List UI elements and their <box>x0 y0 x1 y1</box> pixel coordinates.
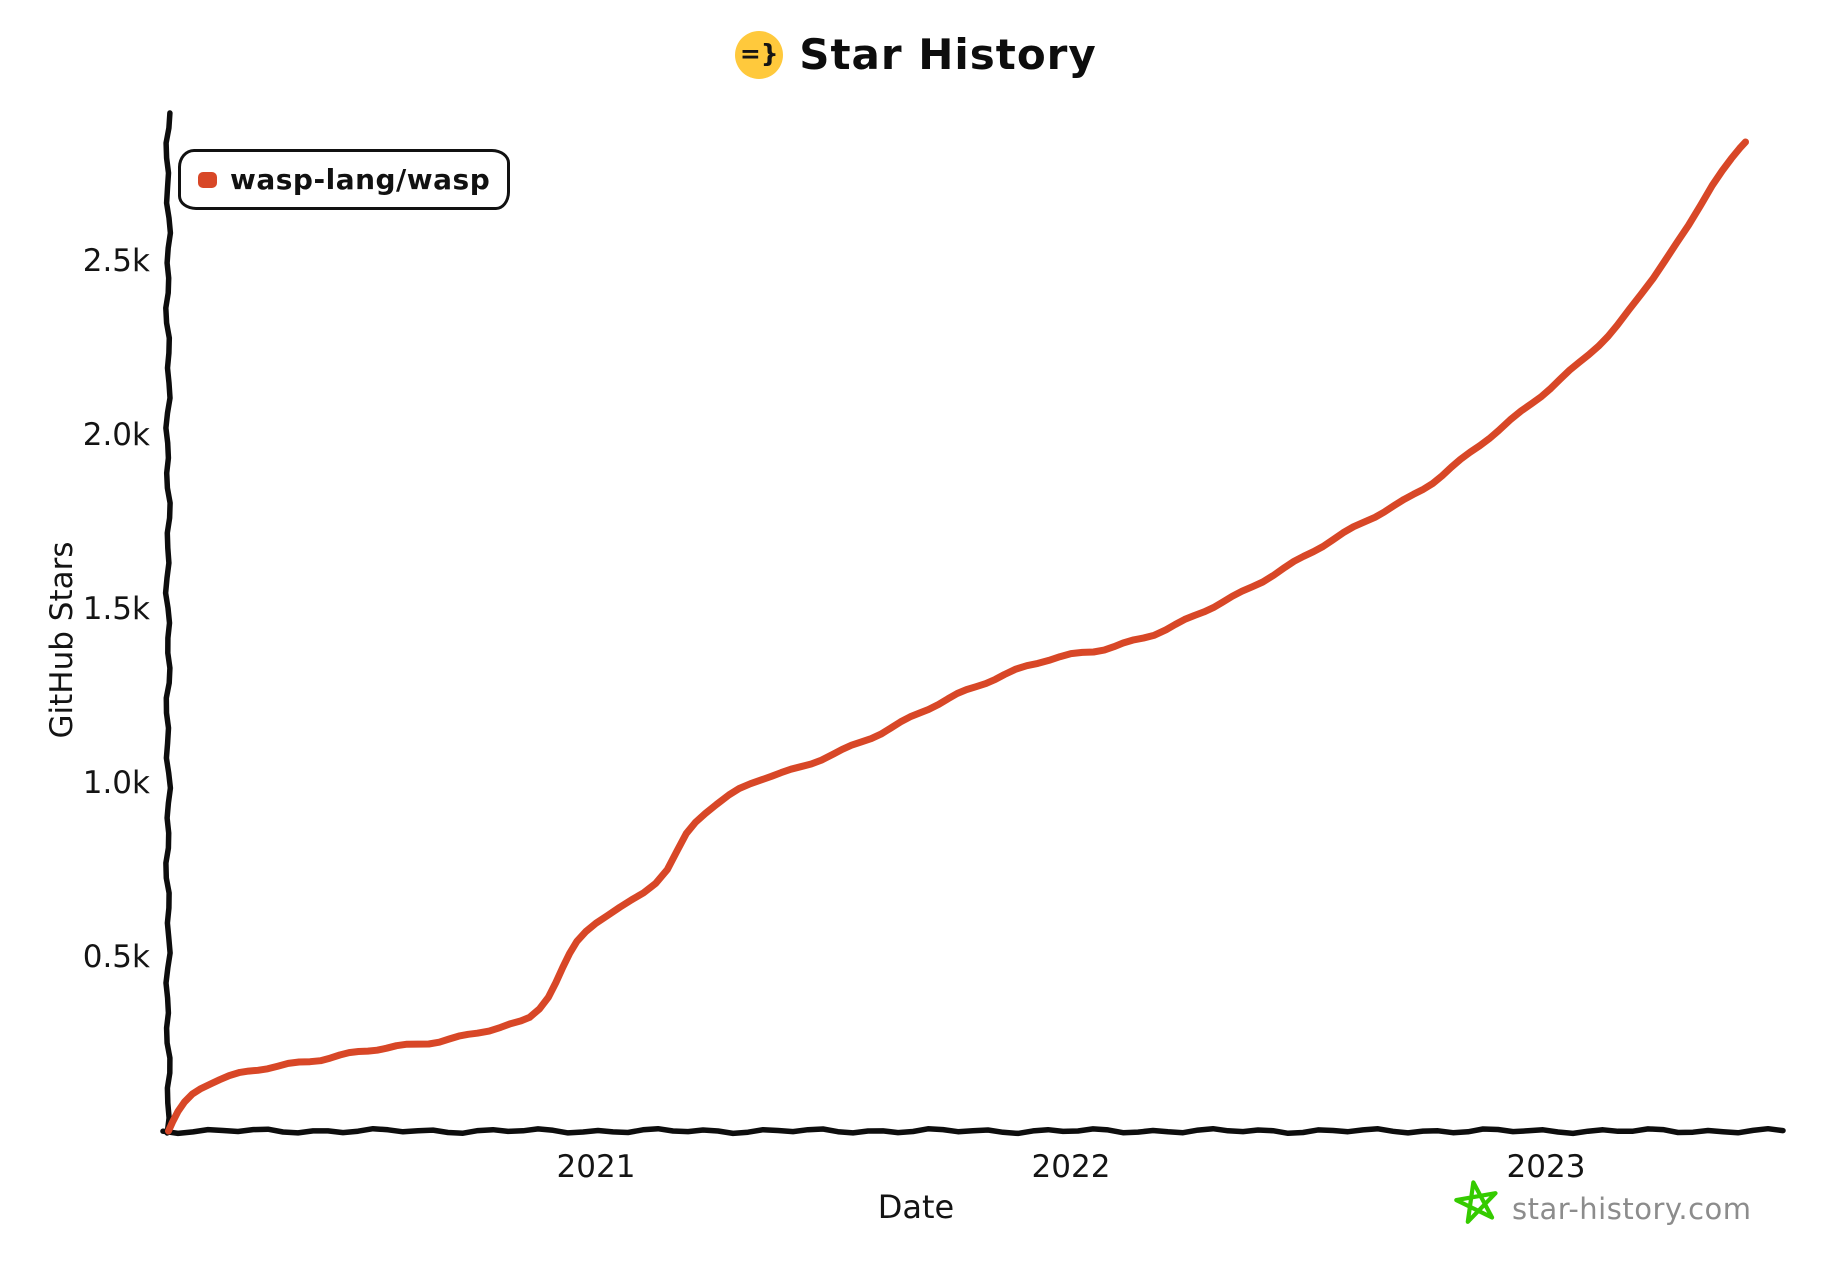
title-bar: =} Star History <box>0 30 1832 79</box>
legend-swatch-icon <box>198 171 217 188</box>
y-tick-label: 2.0k <box>82 417 150 453</box>
series-line <box>165 138 1749 1135</box>
y-tick-label: 2.5k <box>82 243 150 279</box>
legend: wasp-lang/wasp <box>178 149 511 210</box>
y-tick-label: 0.5k <box>82 939 150 975</box>
x-tick-label: 2022 <box>1031 1149 1111 1185</box>
y-axis-line <box>162 110 174 1136</box>
x-axis-line <box>160 1125 1786 1137</box>
star-history-logo-icon: =} <box>735 30 784 79</box>
y-tick-label: 1.5k <box>82 591 150 627</box>
legend-label: wasp-lang/wasp <box>230 163 491 196</box>
y-tick-label: 1.0k <box>82 765 150 801</box>
watermark-star-icon <box>1454 1180 1498 1224</box>
x-axis-label: Date <box>877 1188 955 1226</box>
x-tick-label: 2021 <box>556 1149 636 1185</box>
x-tick-label: 2023 <box>1506 1149 1586 1185</box>
watermark-text: star-history.com <box>1512 1192 1752 1226</box>
page-title: Star History <box>799 30 1097 79</box>
